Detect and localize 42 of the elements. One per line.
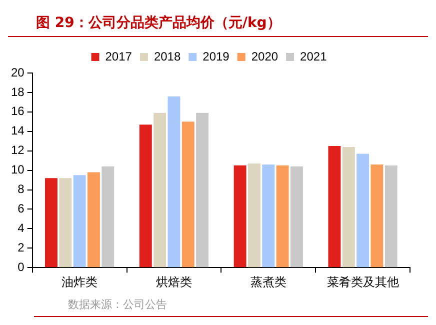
x-tick-label: 菜肴类及其他 (326, 275, 399, 290)
bar (234, 165, 246, 268)
y-tick-label: 0 (18, 260, 25, 274)
bar (154, 112, 166, 268)
legend-label: 2018 (154, 49, 181, 64)
y-tick-label: 8 (18, 182, 25, 196)
y-tick-label: 6 (18, 202, 25, 216)
bar (276, 165, 289, 268)
y-tick-label: 16 (10, 104, 25, 118)
bar (87, 172, 100, 268)
legend-label: 2021 (300, 49, 328, 64)
y-tick-label: 10 (10, 162, 25, 177)
y-tick-label: 2 (18, 240, 25, 254)
bar (196, 112, 209, 268)
legend-label: 2017 (105, 49, 132, 64)
x-tick-label: 烘焙类 (156, 275, 192, 290)
legend-label: 2019 (202, 49, 230, 64)
bar (262, 164, 275, 268)
bar (168, 96, 180, 268)
y-tick-label: 18 (10, 84, 25, 99)
bar (356, 154, 370, 268)
bar (73, 175, 86, 268)
bar (342, 146, 355, 268)
y-tick-label: 4 (18, 220, 25, 235)
legend-label: 2020 (251, 49, 278, 64)
source-note: 数据来源：公司公告 (34, 293, 428, 317)
bar (384, 165, 398, 268)
bar (102, 166, 114, 268)
bar (59, 178, 72, 268)
bar (139, 124, 152, 268)
bar (370, 164, 384, 268)
chart-title: 图 29：公司分品类产品均价（元/kg） (8, 8, 428, 37)
y-tick-label: 20 (10, 65, 25, 80)
x-tick-label: 蒸煮类 (250, 275, 286, 290)
bar (45, 178, 58, 268)
bar (290, 166, 303, 268)
bar (328, 146, 341, 268)
bar (248, 163, 260, 268)
y-tick-label: 14 (10, 124, 25, 138)
x-tick-label: 油炸类 (62, 275, 98, 290)
y-tick-label: 12 (10, 143, 25, 158)
bar (182, 122, 194, 268)
